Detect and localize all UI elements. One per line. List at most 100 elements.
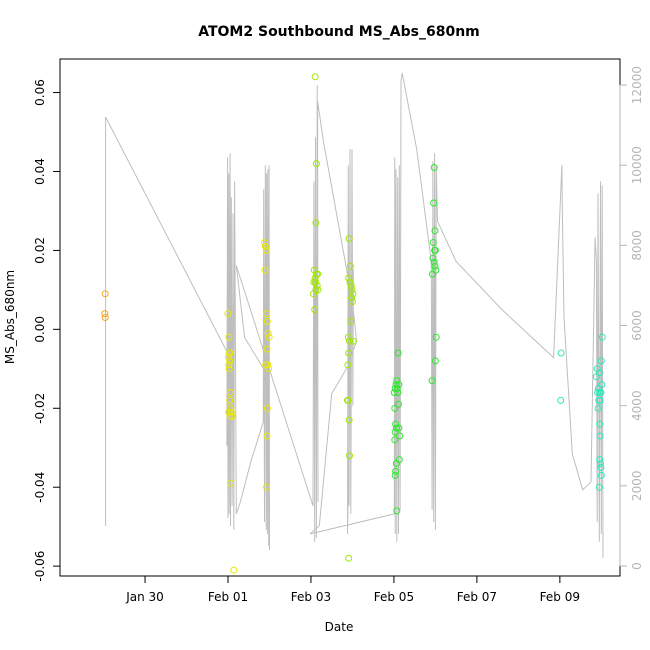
data-point (263, 310, 271, 318)
data-point (394, 389, 402, 396)
data-point (265, 333, 273, 341)
data-point (596, 420, 604, 428)
data-point (395, 424, 403, 432)
data-point (429, 270, 436, 278)
data-point (431, 227, 439, 235)
data-point (597, 460, 604, 467)
data-point (597, 464, 605, 471)
data-point (349, 337, 357, 345)
y-axis: -0.06 -0.04 -0.02 0.00 0.02 0.04 0.06 (33, 79, 61, 582)
data-point (346, 337, 353, 345)
data-point (311, 306, 319, 314)
data-point (344, 333, 352, 341)
data-point (225, 365, 233, 373)
data-point (391, 404, 399, 412)
data-point (391, 436, 399, 444)
x-axis: Jan 30 Feb 01 Feb 03 Feb 05 Feb 07 Feb 09 (125, 575, 580, 604)
data-point (101, 314, 109, 321)
data-point (349, 290, 357, 298)
x-axis-label: Date (325, 620, 354, 634)
data-point (431, 262, 439, 270)
y2-tick-label: 8000 (630, 230, 644, 261)
series-green (390, 164, 440, 515)
data-point (227, 404, 235, 412)
data-point (263, 432, 271, 440)
series-orange (101, 290, 109, 321)
data-point (225, 333, 233, 341)
y-tick-label: -0.02 (33, 393, 47, 424)
data-point (345, 416, 353, 424)
y-tick-label: -0.04 (33, 472, 47, 503)
data-point (312, 219, 320, 227)
data-point (346, 278, 354, 286)
data-point (594, 389, 602, 396)
data-point (595, 396, 603, 404)
data-point (345, 274, 353, 282)
series-mint (557, 333, 606, 491)
data-point (344, 396, 352, 404)
data-point (431, 246, 439, 254)
data-point (392, 460, 400, 467)
x-tick-label: Feb 05 (374, 590, 414, 604)
data-point (226, 412, 234, 420)
data-point (598, 333, 606, 341)
data-point (314, 286, 322, 294)
data-point (227, 389, 234, 396)
data-points (101, 73, 606, 574)
data-point (261, 239, 268, 246)
data-point (344, 361, 352, 369)
data-point (431, 357, 439, 365)
data-point (393, 507, 401, 515)
data-point (226, 396, 234, 404)
y2-tick-label: 6000 (630, 310, 644, 341)
data-point (428, 377, 436, 385)
data-point (432, 333, 440, 341)
data-point (262, 246, 270, 254)
data-point (313, 282, 321, 290)
x-tick-label: Feb 01 (208, 590, 248, 604)
series-lime (310, 73, 357, 562)
y-tick-label: 0.00 (33, 316, 47, 343)
data-point (430, 258, 438, 266)
x-tick-label: Feb 09 (540, 590, 580, 604)
y2-axis: 0 2000 4000 6000 8000 10000 12000 (619, 66, 644, 570)
data-point (395, 381, 403, 389)
data-point (310, 290, 317, 298)
data-point (395, 400, 402, 408)
data-point (261, 243, 269, 250)
x-tick-label: Feb 03 (291, 590, 331, 604)
data-point (101, 290, 109, 298)
data-point (101, 310, 109, 318)
data-point (312, 278, 319, 286)
data-point (311, 274, 319, 282)
data-point (392, 467, 400, 475)
data-point (390, 389, 398, 396)
data-point (264, 329, 272, 337)
data-point (346, 452, 353, 460)
y2-tick-label: 12000 (630, 66, 644, 104)
chart-title: ATOM2 Southbound MS_Abs_680nm (198, 24, 480, 40)
data-point (595, 483, 603, 491)
y2-tick-label: 0 (630, 562, 644, 570)
data-point (345, 554, 353, 562)
data-point (597, 389, 605, 396)
data-point (593, 365, 601, 373)
y2-tick-label: 2000 (630, 471, 644, 502)
y-tick-label: 0.04 (33, 158, 47, 185)
data-point (557, 349, 565, 357)
data-point (263, 483, 271, 491)
data-point (347, 282, 355, 290)
data-point (596, 456, 604, 464)
data-point (396, 432, 404, 440)
data-point (392, 381, 400, 389)
data-point (429, 254, 437, 262)
data-point (596, 432, 604, 440)
data-point (263, 404, 271, 412)
data-point (224, 310, 232, 318)
data-point (224, 353, 232, 361)
y-tick-label: -0.06 (33, 551, 47, 582)
data-point (228, 412, 236, 420)
data-point (227, 479, 234, 487)
x-tick-label: Jan 30 (125, 590, 164, 604)
depth-trace (105, 72, 604, 559)
